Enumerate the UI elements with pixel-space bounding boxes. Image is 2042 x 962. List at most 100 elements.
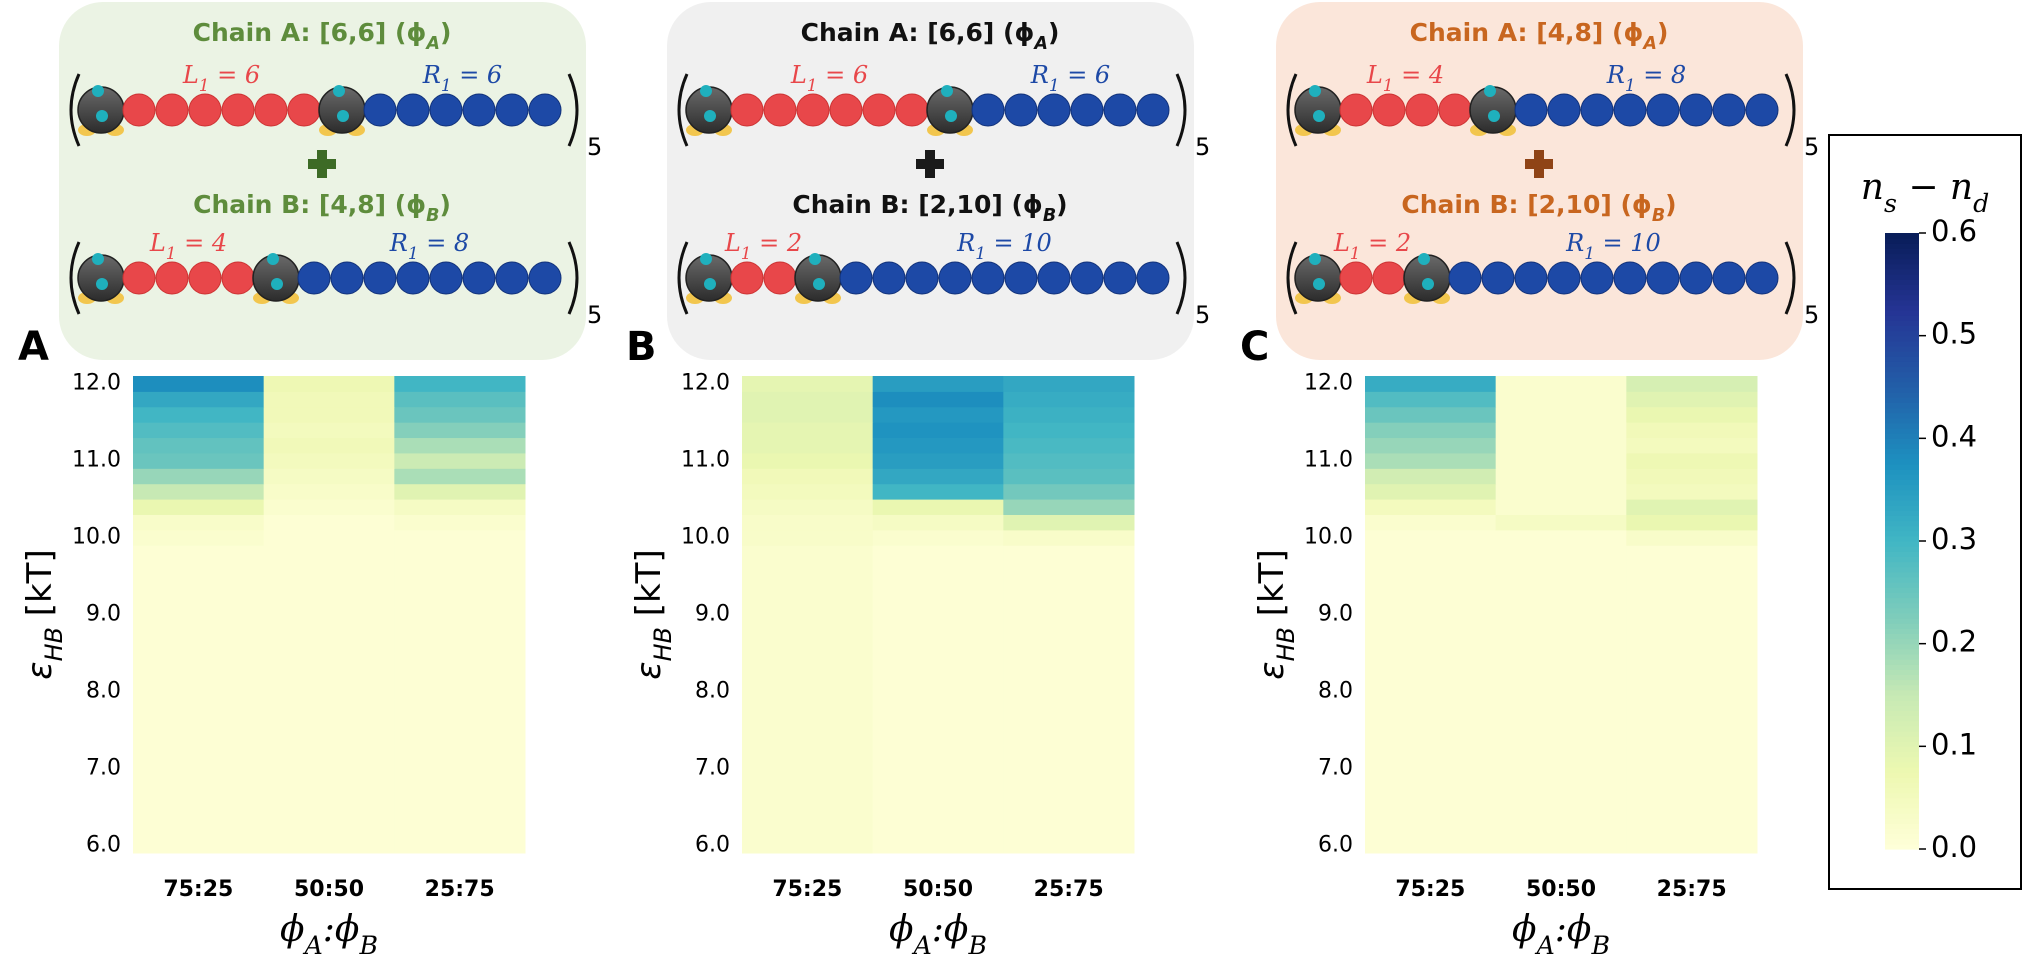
heatmap-cell (1003, 714, 1135, 731)
heatmap-cell (1003, 406, 1135, 423)
y-axis-label: εHB [kT] (629, 549, 677, 679)
repeat-count: 5 (587, 301, 602, 329)
bracket (567, 241, 579, 315)
bead-right (429, 93, 463, 127)
heatmap-cell (133, 483, 265, 500)
chain-b-title-part: Chain B: [2,10] (ϕ (1401, 190, 1651, 219)
heatmap-cell (263, 760, 395, 777)
bead-right (462, 93, 496, 127)
heatmap-cell (1365, 468, 1497, 485)
heatmap-cell (1626, 483, 1758, 500)
left-block-label-sub: 1 (166, 243, 177, 263)
heatmap-cell (394, 468, 526, 485)
colorbar-step (1885, 643, 1919, 650)
bead-right (1646, 93, 1680, 127)
colorbar-step (1885, 520, 1919, 527)
y-tick-label: 12.0 (681, 371, 730, 396)
heatmap-cell (872, 791, 1004, 808)
colorbar-step (1885, 258, 1919, 265)
heatmap-cell (1365, 745, 1497, 762)
heatmap-cell (1495, 468, 1627, 485)
heatmap-cell (394, 637, 526, 654)
heatmap-cell (133, 683, 265, 700)
x-axis-label: ϕA:ϕB (889, 909, 987, 960)
node-site (92, 85, 104, 97)
node-site (1313, 278, 1325, 290)
heatmap-cell (133, 652, 265, 669)
heatmap-cell (872, 376, 1004, 392)
y-axis-label-sub: HB (1272, 627, 1300, 661)
node-site (333, 85, 345, 97)
chain-b-title-part: Chain B: [4,8] (ϕ (193, 190, 426, 219)
heatmap-cell (872, 545, 1004, 562)
heatmap-cell (872, 760, 1004, 777)
heatmap-cell (1365, 760, 1497, 777)
heatmap-cell (263, 576, 395, 592)
heatmap-cell (394, 406, 526, 423)
heatmap-cell (263, 499, 395, 515)
colorbar-step (1885, 592, 1919, 599)
colorbar-step (1885, 556, 1919, 563)
heatmap-cell (1495, 545, 1627, 562)
heatmap-cell (263, 791, 395, 808)
heatmap-cell (1626, 545, 1758, 562)
bead-right (1646, 261, 1680, 295)
heatmap-cell (1495, 652, 1627, 669)
heatmap-cell (133, 622, 265, 639)
node-site (1488, 110, 1500, 122)
heatmap-cell (1495, 791, 1627, 808)
bead-left (763, 261, 797, 295)
bead-right (1514, 261, 1548, 295)
bead-right (872, 261, 906, 295)
bead-right (1037, 261, 1071, 295)
heatmap-cell (1495, 529, 1627, 546)
y-tick-label: 7.0 (695, 755, 730, 780)
heatmap-cell (394, 622, 526, 639)
schematic-box (667, 2, 1194, 360)
heatmap-cell (1003, 499, 1135, 515)
heatmap-cell (1003, 376, 1135, 392)
bead-right (396, 261, 430, 295)
heatmap-cell (742, 576, 874, 592)
heatmap-cell (1003, 622, 1135, 639)
colorbar-step (1885, 730, 1919, 737)
bead-left (1438, 93, 1472, 127)
heatmap-cell (872, 652, 1004, 669)
colorbar-step (1885, 387, 1919, 393)
colorbar-step (1885, 787, 1919, 794)
heatmap-cell (263, 837, 395, 854)
heatmap-cell (1626, 652, 1758, 669)
heatmap-cell (1003, 745, 1135, 762)
heatmap-cell (263, 529, 395, 546)
heatmap-cell (1626, 791, 1758, 808)
heatmap-cell (1365, 452, 1497, 469)
node-site (813, 278, 825, 290)
heatmap-cell (133, 699, 265, 716)
chain-b-title-part: ) (1056, 190, 1067, 219)
colorbar-step (1885, 653, 1919, 660)
heatmap-cell (133, 760, 265, 777)
heatmap-cell (1365, 391, 1497, 408)
heatmap-cell (1003, 437, 1135, 454)
heatmap-cell (872, 483, 1004, 500)
heatmap-cell (1365, 576, 1497, 592)
bead-left (122, 93, 156, 127)
bracket (567, 73, 579, 147)
colorbar-step (1885, 325, 1919, 332)
colorbar-step (1885, 464, 1919, 470)
heatmap-cell (1626, 637, 1758, 654)
chain-b-title: Chain B: [2,10] (ϕB) (792, 190, 1067, 226)
heatmap-cell (133, 668, 265, 685)
bead-left (155, 261, 189, 295)
heatmap-cell (394, 422, 526, 439)
colorbar-step (1885, 412, 1919, 419)
bead-right (363, 93, 397, 127)
heatmap-cell (263, 514, 395, 531)
colorbar-step (1885, 659, 1919, 665)
colorbar-step (1885, 356, 1919, 362)
x-axis-label-part: :ϕ (932, 909, 969, 950)
heatmap-cell (394, 683, 526, 700)
colorbar-step (1885, 494, 1919, 501)
colorbar-step (1885, 351, 1919, 357)
heatmap-cell (263, 637, 395, 654)
